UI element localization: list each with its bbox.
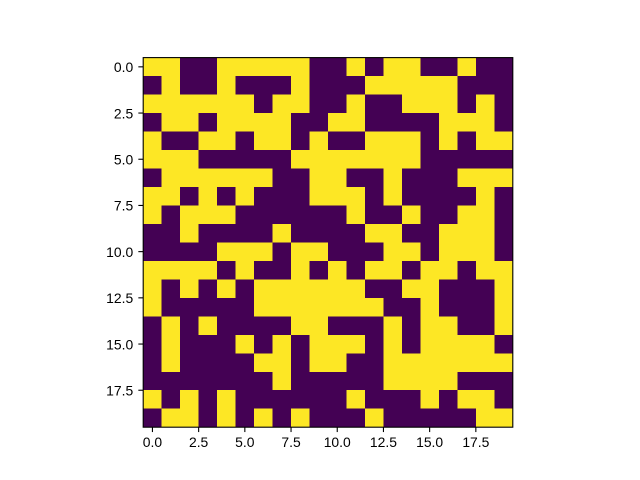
svg-text:2.5: 2.5 <box>114 105 134 121</box>
svg-text:7.5: 7.5 <box>281 434 301 450</box>
svg-text:5.0: 5.0 <box>114 152 134 168</box>
svg-text:0.0: 0.0 <box>114 59 134 75</box>
svg-text:5.0: 5.0 <box>235 434 255 450</box>
svg-text:10.0: 10.0 <box>324 434 351 450</box>
svg-text:7.5: 7.5 <box>114 198 134 214</box>
svg-text:0.0: 0.0 <box>143 434 163 450</box>
svg-text:17.5: 17.5 <box>462 434 489 450</box>
svg-text:15.0: 15.0 <box>106 336 133 352</box>
svg-text:12.5: 12.5 <box>370 434 397 450</box>
svg-text:12.5: 12.5 <box>106 290 133 306</box>
svg-text:2.5: 2.5 <box>189 434 209 450</box>
svg-text:10.0: 10.0 <box>106 244 133 260</box>
svg-text:15.0: 15.0 <box>416 434 443 450</box>
svg-text:17.5: 17.5 <box>106 383 133 399</box>
